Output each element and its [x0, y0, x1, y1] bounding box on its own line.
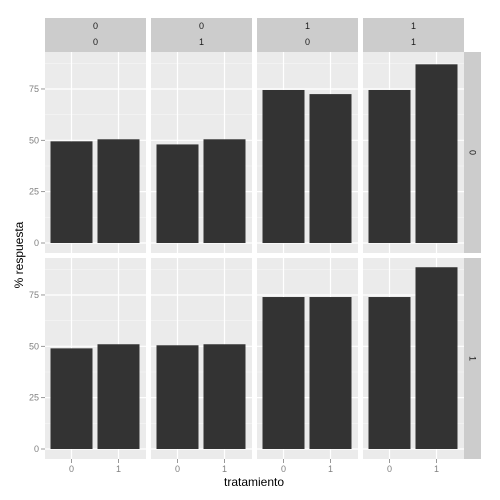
col-strip-label: 0: [93, 37, 98, 47]
y-tick-label: 25: [29, 393, 39, 403]
facet-panels: [45, 52, 464, 459]
bar: [203, 344, 246, 449]
col-strip-label: 1: [199, 37, 204, 47]
y-tick-label: 0: [34, 238, 39, 248]
bar: [309, 94, 352, 244]
col-strip-label: 0: [305, 37, 310, 47]
facet-panel: [257, 52, 358, 253]
col-strip: [257, 18, 358, 52]
x-axis-title: tratamiento: [224, 475, 284, 489]
col-strip-label: 1: [411, 21, 416, 31]
col-strip-label: 1: [305, 21, 310, 31]
col-strip-label: 0: [93, 21, 98, 31]
bar: [368, 89, 411, 243]
bar: [309, 297, 352, 449]
x-tick-label: 1: [116, 464, 121, 474]
row-strip: [464, 52, 481, 253]
facet-panel: [363, 52, 464, 253]
col-strip: [151, 18, 252, 52]
col-strip: [45, 18, 146, 52]
x-tick-label: 0: [69, 464, 74, 474]
bar: [50, 348, 93, 449]
x-tick-label: 1: [328, 464, 333, 474]
bar: [156, 345, 199, 449]
facet-panel: [45, 258, 146, 459]
bar: [97, 344, 140, 449]
col-strip-label: 0: [199, 21, 204, 31]
facet-panel: [45, 52, 146, 253]
y-tick-label: 25: [29, 187, 39, 197]
axes: 0 25 50 75 0 25 50 75 0 1 0 1 0 1 0 1: [29, 84, 439, 474]
bar: [415, 267, 458, 449]
facet-panel: [363, 258, 464, 459]
facet-strips: 0 0 0 1 1 0 1 1 0 1: [45, 18, 481, 459]
y-axis-title: % respuesta: [12, 221, 26, 288]
bar: [203, 139, 246, 243]
x-tick-label: 0: [387, 464, 392, 474]
y-tick-label: 0: [34, 444, 39, 454]
x-tick-label: 0: [281, 464, 286, 474]
facet-panel: [151, 258, 252, 459]
x-tick-label: 0: [175, 464, 180, 474]
bar: [156, 144, 199, 243]
y-tick-label: 75: [29, 84, 39, 94]
row-strip: [464, 258, 481, 459]
y-tick-label: 75: [29, 290, 39, 300]
bar: [262, 89, 305, 243]
bar: [50, 141, 93, 243]
y-tick-label: 50: [29, 135, 39, 145]
bar: [415, 64, 458, 244]
col-strip: [363, 18, 464, 52]
bar: [97, 139, 140, 243]
row-strip-label: 1: [468, 356, 478, 361]
facet-panel: [257, 258, 358, 459]
facet-panel: [151, 52, 252, 253]
bar: [262, 297, 305, 449]
y-tick-label: 50: [29, 341, 39, 351]
bar: [368, 297, 411, 449]
col-strip-label: 1: [411, 37, 416, 47]
x-tick-label: 1: [434, 464, 439, 474]
x-tick-label: 1: [222, 464, 227, 474]
row-strip-label: 0: [468, 150, 478, 155]
